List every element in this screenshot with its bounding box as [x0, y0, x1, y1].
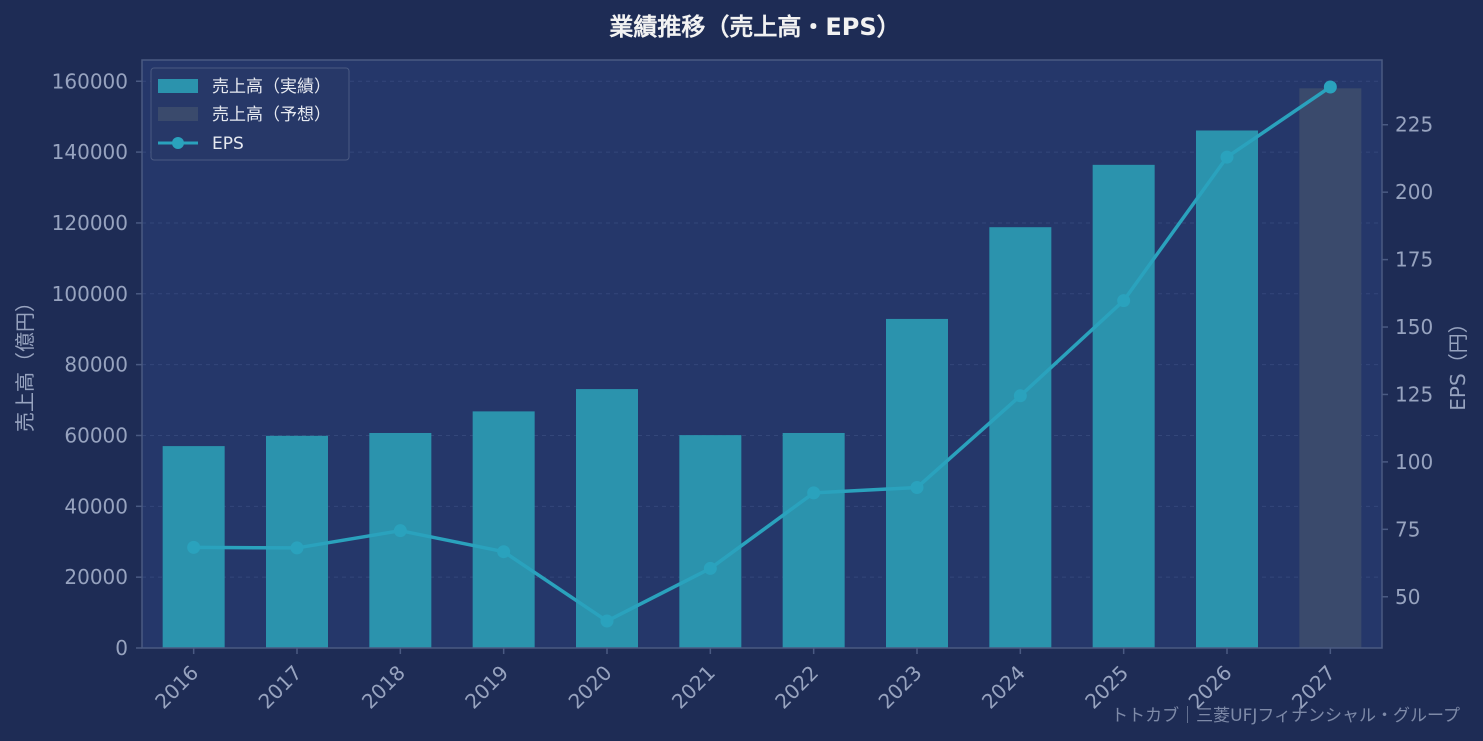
- right-axis-tick-label: 200: [1395, 180, 1433, 204]
- watermark: トトカブ｜三菱UFJフィナンシャル・グループ: [1111, 705, 1460, 726]
- eps-point-2017: [290, 541, 304, 555]
- right-axis-tick-label: 225: [1395, 113, 1433, 137]
- left-axis-tick-label: 120000: [52, 211, 128, 235]
- legend-label-actual: 売上高（実績）: [212, 77, 331, 97]
- bar-actual-2020: [576, 389, 638, 648]
- left-axis-title: 売上高（億円）: [13, 292, 37, 432]
- eps-point-2019: [497, 545, 511, 559]
- eps-point-2022: [807, 486, 821, 500]
- chart-title: 業績推移（売上高・EPS）: [609, 13, 900, 41]
- legend-label-eps: EPS: [212, 134, 244, 154]
- right-axis-tick-label: 175: [1395, 248, 1433, 272]
- eps-line: [193, 85, 1332, 623]
- plot-frame: [141, 59, 1383, 649]
- bar-actual-2025: [1092, 164, 1155, 648]
- right-axis-tick-label: 150: [1395, 315, 1433, 339]
- left-axis-tick-label: 100000: [52, 282, 128, 306]
- right-axis-tick-label: 75: [1395, 517, 1420, 541]
- eps-point-2027: [1323, 80, 1337, 94]
- right-axis-tick-label: 50: [1395, 585, 1420, 609]
- eps-point-2026: [1220, 150, 1234, 164]
- left-axis-tick-label: 0: [115, 636, 128, 660]
- bar-actual-2022: [782, 432, 845, 648]
- eps-point-2018: [393, 524, 407, 538]
- right-axis-tick-label: 125: [1395, 382, 1433, 406]
- right-axis-title: EPS（円）: [1446, 313, 1470, 410]
- eps-point-2021: [703, 561, 717, 575]
- left-axis-tick-label: 60000: [64, 423, 128, 447]
- right-axis-tick-label: 100: [1395, 450, 1433, 474]
- legend-swatch-forecast: [158, 107, 198, 121]
- grid-lines: [142, 80, 1382, 578]
- bar-actual-2024: [989, 227, 1052, 648]
- eps-line-series: [187, 80, 1337, 628]
- legend-box: [150, 67, 350, 161]
- bar-forecast-2027: [1299, 88, 1362, 649]
- left-axis-tick-label: 40000: [64, 494, 128, 518]
- bar-actual-2021: [679, 435, 742, 648]
- eps-point-2025: [1117, 294, 1131, 308]
- legend: 売上高（実績） 売上高（予想） EPS: [150, 67, 350, 161]
- left-axis-tick-label: 80000: [64, 353, 128, 377]
- eps-point-2023: [910, 481, 924, 495]
- bar-actual-2018: [369, 432, 432, 648]
- legend-label-forecast: 売上高（予想）: [212, 105, 331, 125]
- bar-actual-2026: [1196, 130, 1258, 649]
- eps-point-2016: [187, 540, 201, 554]
- left-axis-tick-label: 20000: [64, 565, 128, 589]
- legend-swatch-actual: [158, 79, 198, 93]
- left-axis-tick-label: 160000: [52, 69, 128, 93]
- bar-actual-2019: [472, 411, 535, 648]
- legend-swatch-eps-marker: [172, 137, 184, 149]
- eps-point-2024: [1013, 389, 1027, 403]
- eps-point-2020: [600, 614, 614, 628]
- left-axis-tick-label: 140000: [52, 140, 128, 164]
